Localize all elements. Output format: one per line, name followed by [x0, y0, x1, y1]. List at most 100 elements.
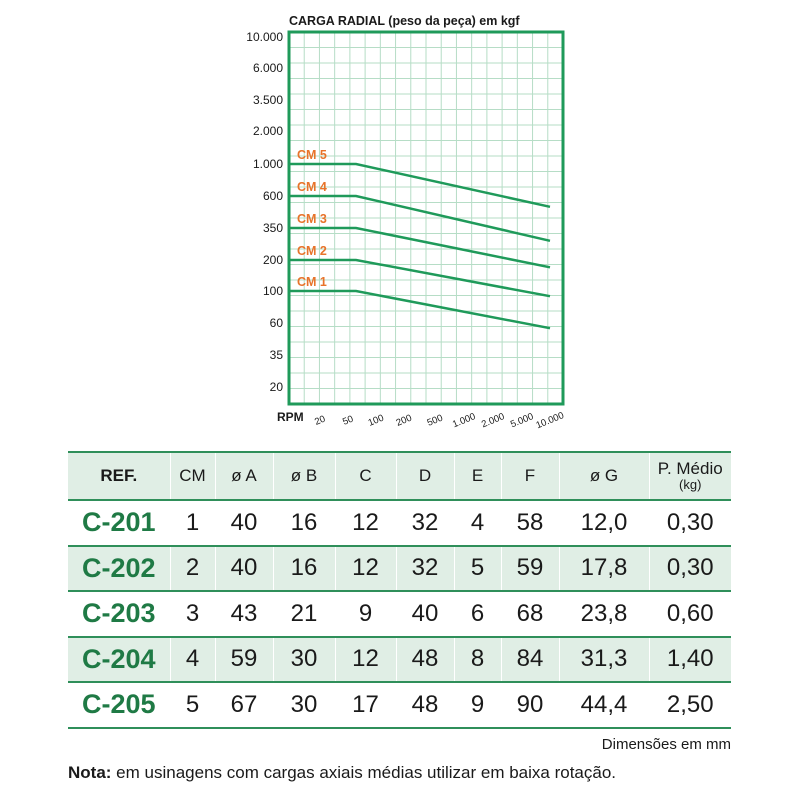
table-cell: 44,4 — [558, 682, 649, 728]
ref-cell: C-202 — [68, 545, 170, 591]
x-tick-label: 1.000 — [451, 411, 477, 430]
chart-title: CARGA RADIAL (peso da peça) em kgf — [289, 14, 520, 28]
series-line — [289, 162, 551, 209]
table-cell: 12 — [334, 500, 396, 546]
usage-note: Nota: em usinagens com cargas axiais méd… — [68, 763, 616, 783]
table-cell: 32 — [395, 500, 454, 546]
table-cell: 1 — [169, 500, 215, 546]
series-label: CM 2 — [297, 244, 327, 258]
table-cell: 84 — [500, 636, 559, 682]
header-ref: REF. — [100, 466, 138, 485]
table-cell: 0,30 — [648, 545, 731, 591]
x-tick-label: 10.000 — [535, 410, 566, 431]
table-cell: 40 — [214, 545, 273, 591]
table-cell: 5 — [453, 545, 501, 591]
table-cell: 16 — [272, 545, 335, 591]
table-cell: 9 — [334, 591, 396, 637]
table-header-row: REF. CM ø A ø B C D E F ø G P. Médio (kg… — [68, 452, 731, 500]
y-tick-label: 20 — [270, 380, 284, 394]
table-cell: 68 — [500, 591, 559, 637]
series-label: CM 4 — [297, 180, 327, 194]
table-cell: 43 — [214, 591, 273, 637]
table-cell: 8 — [453, 636, 501, 682]
ref-cell: C-203 — [81, 598, 156, 629]
series-line — [289, 226, 551, 269]
radial-load-chart: CARGA RADIAL (peso da peça) em kgf 10.00… — [246, 14, 565, 431]
table-cell: 0,60 — [648, 591, 731, 637]
y-tick-label: 600 — [263, 189, 283, 203]
table-cell: 23,8 — [558, 591, 649, 637]
header-weight-line1: P. Médio — [657, 459, 723, 478]
table-cell: 90 — [500, 682, 559, 728]
table-cell: 4 — [453, 500, 501, 546]
y-tick-label: 1.000 — [253, 157, 283, 171]
series-line — [289, 194, 551, 243]
header-diam-a: ø A — [214, 452, 273, 500]
y-tick-label: 2.000 — [253, 124, 283, 138]
table-cell: 31,3 — [558, 636, 649, 682]
table-cell: 30 — [272, 636, 335, 682]
series-labels: CM 5 CM 4 CM 3 CM 2 CM 1 — [297, 148, 327, 289]
ref-cell: C-204 — [68, 636, 170, 682]
table-cell: 4 — [169, 636, 215, 682]
x-tick-label: 2.000 — [480, 411, 506, 430]
table-cell: 30 — [272, 682, 335, 728]
header-f: F — [500, 452, 559, 500]
note-text: em usinagens com cargas axiais médias ut… — [111, 763, 617, 782]
y-tick-label: 3.500 — [253, 93, 283, 107]
dimensions-note: Dimensões em mm — [601, 736, 731, 753]
table-cell: 17,8 — [558, 545, 649, 591]
table-cell: 9 — [453, 682, 501, 728]
table-cell: 2 — [169, 545, 215, 591]
header-e: E — [453, 452, 501, 500]
series-label: CM 3 — [297, 212, 327, 226]
table-cell: 59 — [500, 545, 559, 591]
header-weight: P. Médio (kg) — [648, 452, 731, 500]
x-tick-label: 20 — [313, 414, 327, 428]
x-axis-label: RPM — [277, 410, 304, 424]
table-cell: 59 — [214, 636, 273, 682]
header-weight-unit: (kg) — [679, 477, 702, 492]
y-tick-label: 35 — [270, 348, 284, 362]
table-cell: 21 — [272, 591, 335, 637]
plot-frame — [287, 30, 565, 406]
x-tick-label: 200 — [395, 413, 414, 429]
x-tick-labels: 20 50 100 200 500 1.000 2.000 5.000 10.000 — [313, 410, 565, 431]
table-cell: 58 — [500, 500, 559, 546]
series-line — [289, 258, 551, 298]
header-c: C — [334, 452, 396, 500]
chart-grid — [289, 32, 563, 404]
table-cell: 67 — [214, 682, 273, 728]
x-tick-label: 500 — [426, 413, 445, 429]
y-tick-labels: 10.000 6.000 3.500 2.000 1.000 600 350 200 100 60… — [246, 30, 283, 394]
table-cell: 1,40 — [648, 636, 731, 682]
table-cell: 16 — [272, 500, 335, 546]
table-row: C-201 1 40 16 12 32 4 58 12,0 0,30 — [68, 500, 731, 546]
table-row: C-202 2 40 16 12 32 5 59 17,8 0,30 — [68, 545, 731, 591]
table-row: C-203 3 43 21 9 40 6 68 23,8 0,60 — [68, 591, 731, 637]
table-cell: 40 — [214, 500, 273, 546]
y-tick-label: 350 — [263, 221, 283, 235]
y-tick-label: 200 — [263, 253, 283, 267]
ref-cell: C-205 — [81, 689, 156, 720]
series-label: CM 1 — [297, 275, 327, 289]
table-cell: 2,50 — [648, 682, 731, 728]
y-tick-label: 100 — [263, 284, 283, 298]
series-label: CM 5 — [297, 148, 327, 162]
x-tick-label: 50 — [341, 414, 355, 428]
table-cell: 40 — [395, 591, 454, 637]
table-cell: 48 — [395, 682, 454, 728]
header-diam-b: ø B — [272, 452, 335, 500]
table-cell: 12 — [334, 636, 396, 682]
header-diam-g: ø G — [558, 452, 649, 500]
table-cell: 48 — [395, 636, 454, 682]
product-table: REF. CM ø A ø B C D E F ø G P. Médio (kg… — [68, 451, 731, 729]
table-cell: 5 — [169, 682, 215, 728]
table-cell: 17 — [334, 682, 396, 728]
table-cell: 0,30 — [648, 500, 731, 546]
table-cell: 3 — [169, 591, 215, 637]
x-tick-label: 5.000 — [509, 411, 535, 430]
table-cell: 12,0 — [558, 500, 649, 546]
y-tick-label: 60 — [270, 316, 284, 330]
table-cell: 32 — [395, 545, 454, 591]
